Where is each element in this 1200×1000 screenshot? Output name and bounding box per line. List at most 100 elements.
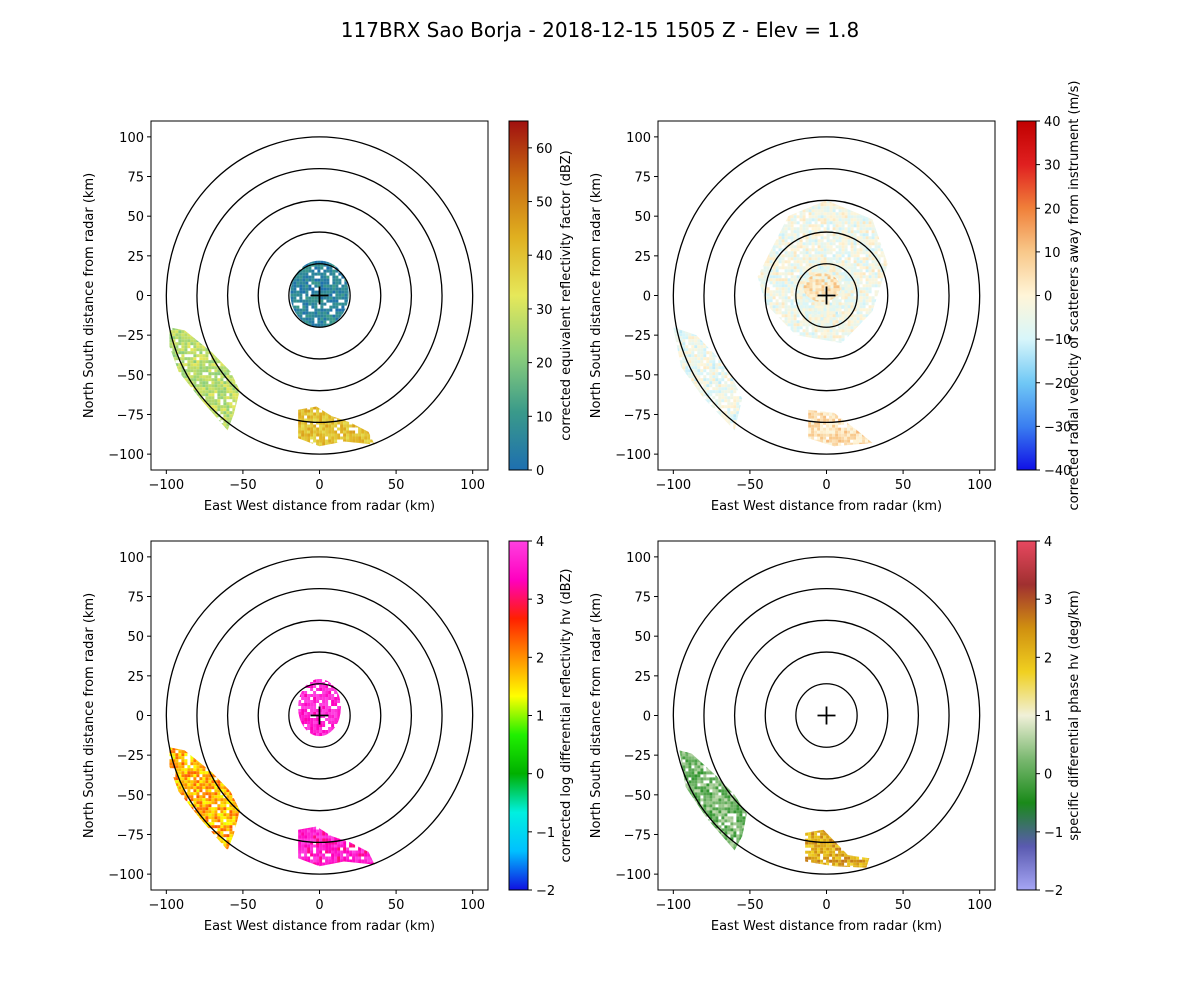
- y-tick-label: 100: [626, 551, 651, 566]
- colorbar-tick-label: 0: [1044, 768, 1052, 783]
- x-tick-label: 0: [822, 898, 830, 913]
- range-ring: [196, 587, 443, 844]
- panel-bottom-left: −100 −50 0 50 100 −100 −75 −50 −25 0 25 50 75 100 East…: [82, 535, 574, 934]
- x-tick-label: −100: [655, 478, 691, 493]
- panel-top-left: −100 −50 0 50 100−100−75−50−250255075100East…: [82, 120, 574, 514]
- y-tick-label: −75: [117, 828, 144, 843]
- y-tick-label: 50: [127, 210, 144, 225]
- y-tick-label: 75: [634, 171, 651, 186]
- x-axis-label: East West distance from radar (km): [711, 919, 942, 934]
- x-tick-label: −50: [229, 898, 256, 913]
- colorbar-tick-label: 20: [536, 357, 553, 372]
- x-tick-label: 50: [388, 478, 405, 493]
- y-tick-label: −25: [117, 749, 144, 764]
- y-axis-label: North South distance from radar (km): [589, 593, 604, 838]
- colorbar-tick-label: 0: [536, 464, 544, 479]
- colorbar-tick-label: 4: [1044, 535, 1052, 550]
- colorbar-tick-label: 10: [536, 410, 553, 425]
- range-ring: [672, 136, 981, 455]
- colorbar-tick-label: 3: [1044, 593, 1052, 608]
- colorbar-tick-label: 3: [536, 593, 544, 608]
- range-ring: [257, 651, 382, 780]
- x-tick-label: −100: [148, 898, 184, 913]
- y-tick-label: −100: [615, 868, 651, 883]
- range-ring: [257, 231, 382, 360]
- colorbar-tick-label: 0: [1044, 290, 1052, 305]
- range-ring: [733, 619, 920, 812]
- y-tick-label: 25: [634, 670, 651, 685]
- colorbar: −2 −1 0 1 2 3 4 corrected log differential refl…: [508, 535, 574, 899]
- y-tick-label: 0: [136, 290, 144, 305]
- plot-area: [151, 121, 488, 470]
- y-tick-label: 25: [127, 670, 144, 685]
- colorbar: −40 −30 −20 −10 0 10 20 30 40 corrected radial ve…: [1016, 81, 1082, 511]
- x-tick-label: 0: [315, 898, 323, 913]
- y-tick-label: 25: [127, 250, 144, 265]
- range-ring: [703, 587, 950, 844]
- colorbar-tick-label: 1: [1044, 710, 1052, 725]
- range-ring: [226, 199, 413, 392]
- range-ring: [733, 199, 920, 392]
- y-tick-label: −75: [624, 828, 651, 843]
- plot-area: [658, 541, 995, 890]
- range-ring: [165, 136, 474, 455]
- colorbar-tick-label: −40: [1044, 464, 1071, 479]
- x-tick-label: 50: [388, 898, 405, 913]
- colorbar-tick-label: −20: [1044, 377, 1071, 392]
- range-ring: [226, 619, 413, 812]
- y-tick-label: 50: [634, 630, 651, 645]
- colorbar-tick-label: −2: [1044, 884, 1063, 899]
- range-ring: [795, 263, 858, 328]
- range-ring: [764, 651, 889, 780]
- y-tick-label: −50: [117, 789, 144, 804]
- colorbar-label: specific differential phase hv (deg/km): [1067, 590, 1082, 840]
- x-tick-label: 100: [967, 898, 992, 913]
- colorbar-label: corrected equivalent reflectivity factor…: [559, 150, 574, 441]
- echo-region: [803, 273, 841, 302]
- colorbar-tick-label: 10: [1044, 246, 1061, 261]
- y-tick-label: 0: [643, 710, 651, 725]
- range-ring: [764, 231, 889, 360]
- colorbar-label: corrected radial velocity of scatterers …: [1067, 81, 1082, 511]
- x-tick-label: 50: [895, 478, 912, 493]
- y-tick-label: 100: [119, 551, 144, 566]
- y-axis-label: North South distance from radar (km): [589, 173, 604, 418]
- y-tick-label: 100: [119, 131, 144, 146]
- range-ring: [795, 683, 858, 748]
- y-tick-label: −100: [615, 448, 651, 463]
- x-tick-label: 100: [460, 478, 485, 493]
- x-tick-label: 100: [460, 898, 485, 913]
- colorbar-tick-label: 2: [536, 651, 544, 666]
- x-tick-label: −50: [736, 478, 763, 493]
- colorbar-tick-label: −10: [1044, 333, 1071, 348]
- x-tick-label: 50: [895, 898, 912, 913]
- colorbar-tick-label: 4: [536, 535, 544, 550]
- colorbar-tick-label: −1: [536, 826, 555, 841]
- x-tick-label: −100: [148, 478, 184, 493]
- y-tick-label: 75: [634, 591, 651, 606]
- y-tick-label: 50: [634, 210, 651, 225]
- x-axis-label: East West distance from radar (km): [204, 919, 435, 934]
- figure-title: 117BRX Sao Borja - 2018-12-15 1505 Z - E…: [341, 18, 859, 42]
- y-tick-label: −50: [624, 369, 651, 384]
- x-tick-label: −50: [736, 898, 763, 913]
- y-tick-label: 0: [643, 290, 651, 305]
- x-axis-label: East West distance from radar (km): [711, 499, 942, 514]
- colorbar-tick-label: 50: [536, 196, 553, 211]
- range-ring: [288, 263, 351, 328]
- colorbar-tick-label: 1: [536, 710, 544, 725]
- x-tick-label: −100: [655, 898, 691, 913]
- plot-area: [658, 121, 995, 470]
- x-tick-label: 0: [822, 478, 830, 493]
- colorbar-label: corrected log differential reflectivity …: [559, 569, 574, 863]
- y-tick-label: −100: [108, 448, 144, 463]
- y-tick-label: −75: [117, 408, 144, 423]
- y-axis-label: North South distance from radar (km): [82, 173, 97, 418]
- panel-bottom-right: −100 −50 0 50 100 −100 −75 −50 −25 0 25 50 75 100 East…: [589, 535, 1082, 934]
- y-tick-label: 0: [136, 710, 144, 725]
- y-tick-label: −100: [108, 868, 144, 883]
- colorbar-tick-label: −2: [536, 884, 555, 899]
- colorbar-tick-label: 40: [1044, 115, 1061, 130]
- y-tick-label: −25: [624, 329, 651, 344]
